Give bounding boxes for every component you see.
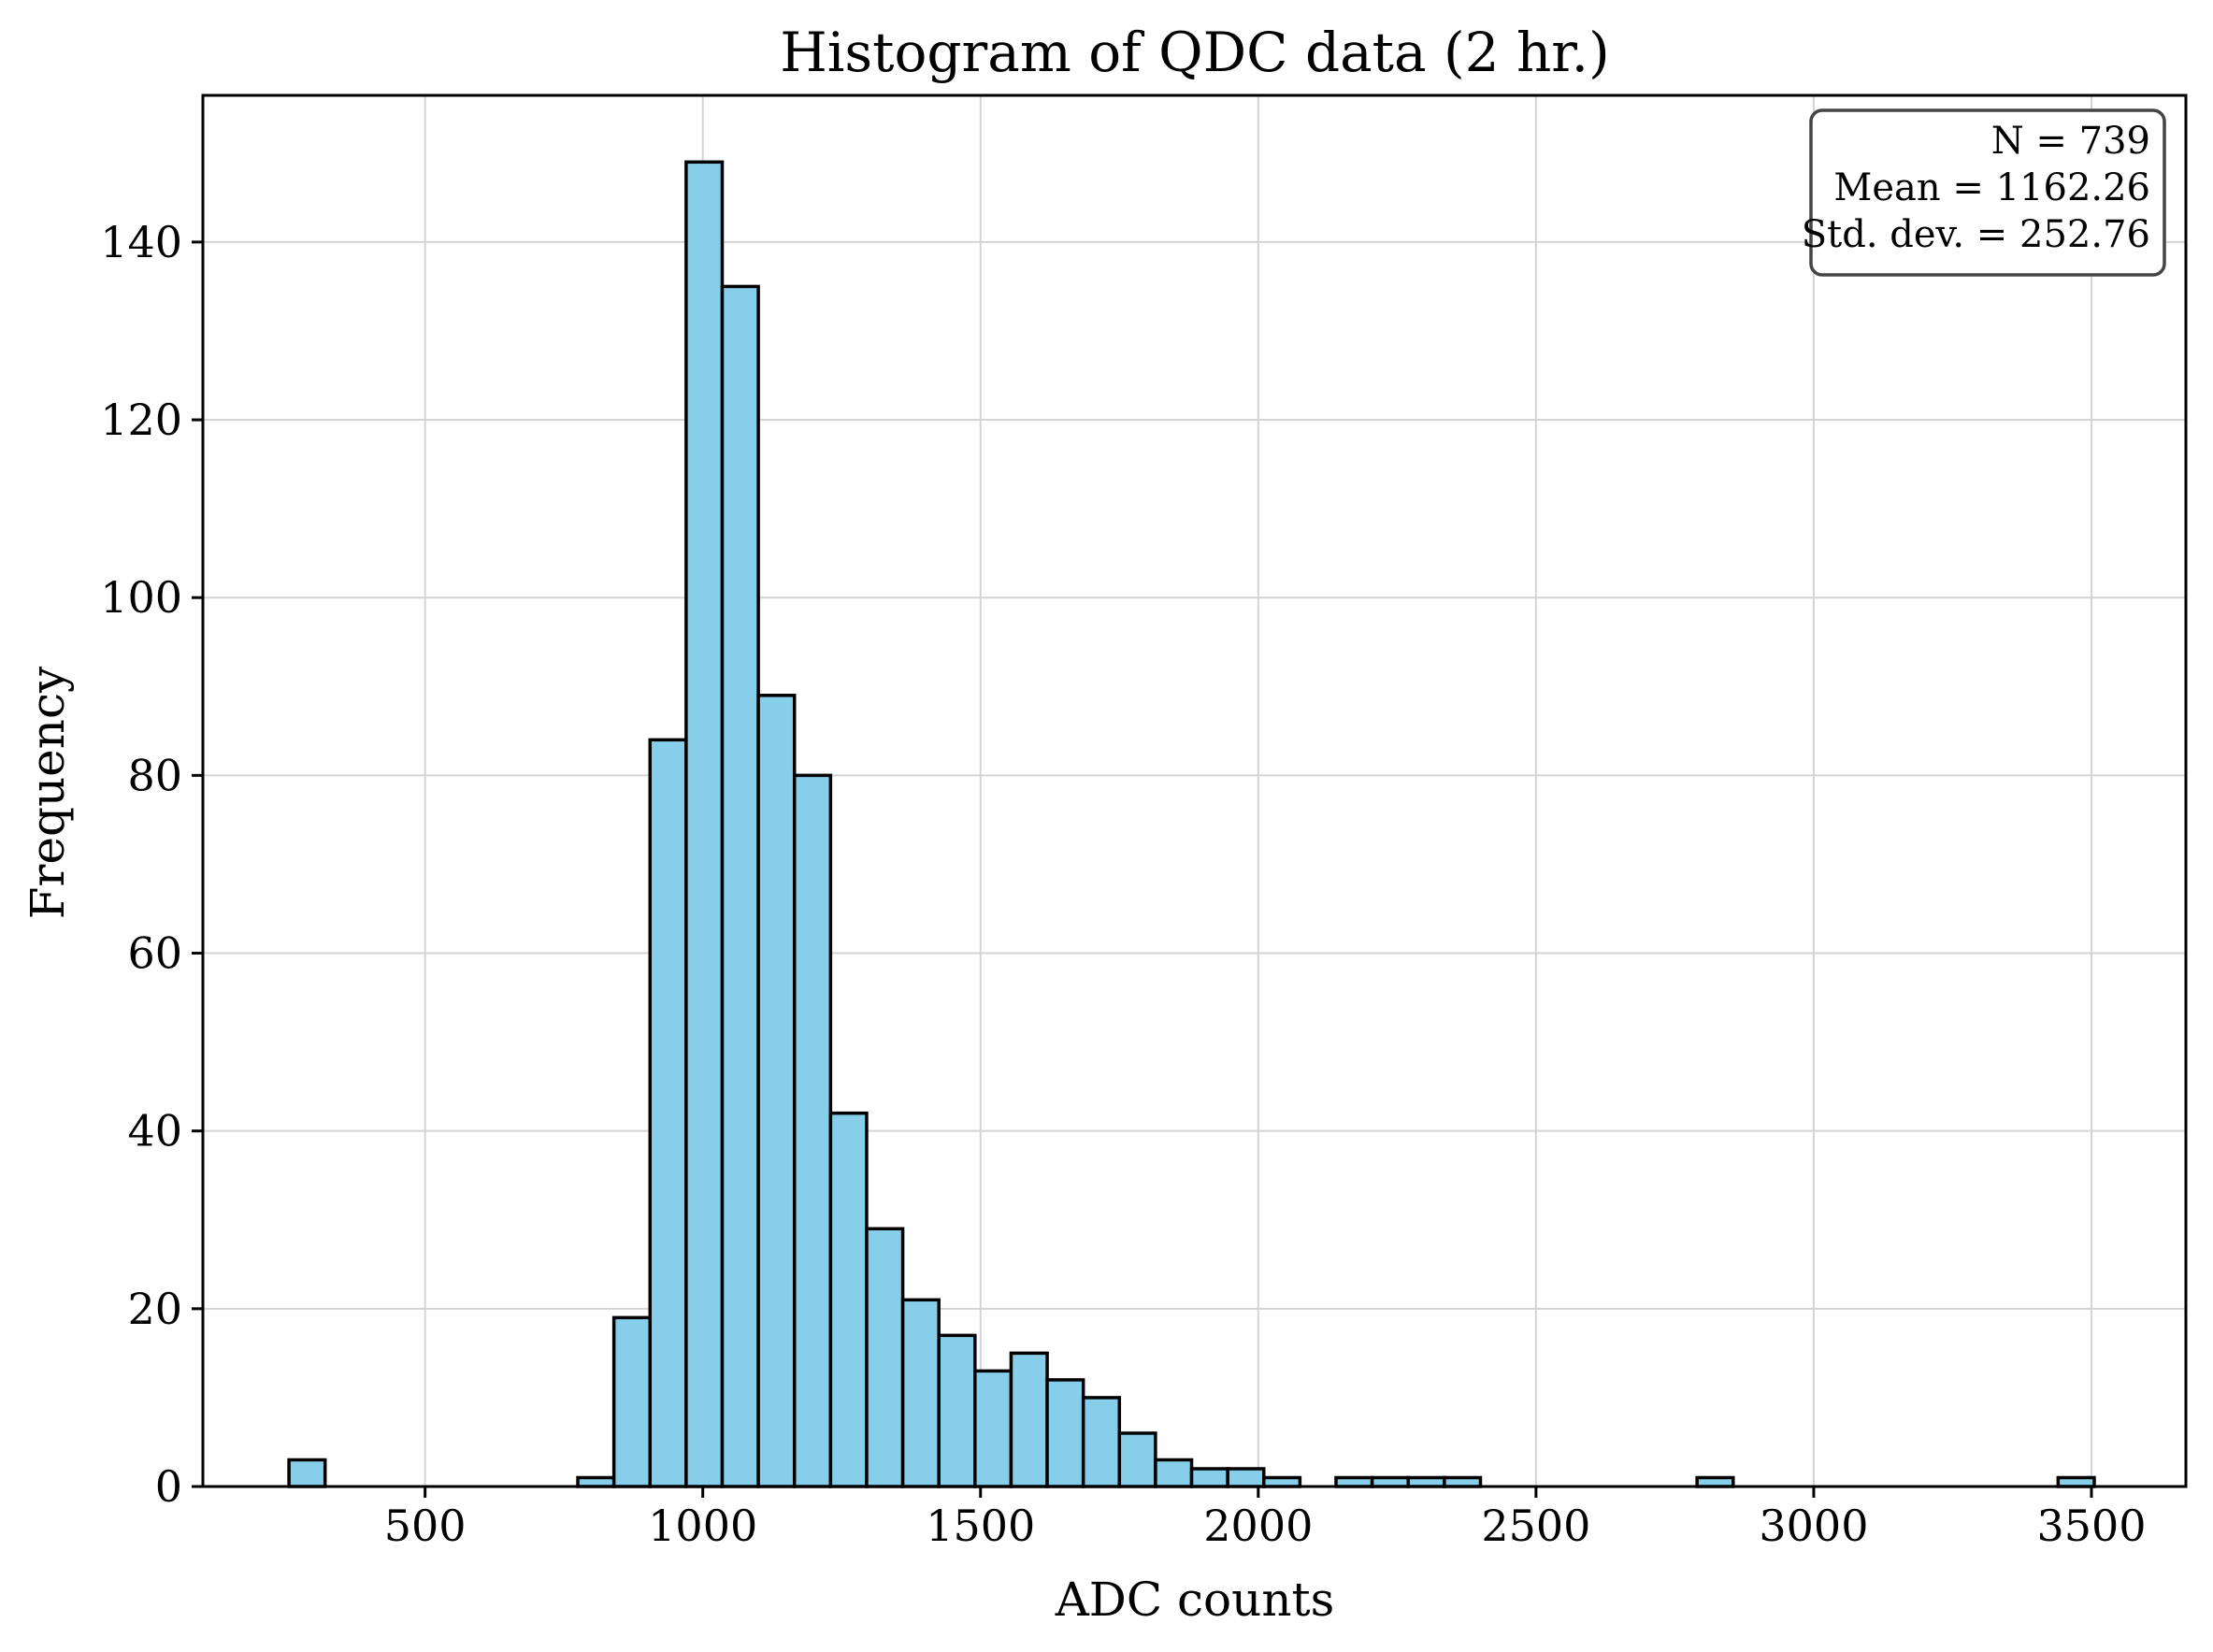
x-tick-label: 2000 — [1203, 1501, 1313, 1551]
histogram-bars — [287, 160, 2096, 1488]
stats-box-frame — [1809, 108, 2166, 277]
y-tick-label: 120 — [100, 395, 182, 445]
x-tick-label: 1500 — [926, 1501, 1035, 1551]
histogram-bar — [287, 1458, 327, 1488]
histogram-bar — [1081, 1396, 1122, 1488]
histogram-bar — [1226, 1467, 1266, 1488]
histogram-bar — [1009, 1351, 1049, 1488]
histogram-bar — [1189, 1467, 1229, 1488]
y-tick-label: 60 — [127, 928, 182, 979]
y-tick-label: 140 — [100, 217, 182, 267]
histogram-bar — [756, 694, 797, 1488]
histogram-bar — [648, 738, 688, 1488]
histogram-bar — [1154, 1458, 1194, 1488]
y-tick-label: 40 — [127, 1106, 182, 1156]
y-tick-label: 80 — [127, 750, 182, 800]
x-tick-label: 1000 — [648, 1501, 757, 1551]
chart-title: Histogram of QDC data (2 hr.) — [780, 21, 1609, 84]
x-tick-label: 3500 — [2036, 1501, 2146, 1551]
grid-lines — [203, 95, 2186, 1487]
plot-area-frame — [201, 93, 2188, 1488]
histogram-bar — [720, 284, 760, 1488]
histogram-bar — [973, 1369, 1013, 1488]
histogram-bar — [611, 1315, 653, 1488]
axis-ticks: 500 1000 1500 2000 2500 3000 3500 0 20 40 60 80 100 1… — [100, 217, 2146, 1551]
histogram-bar — [792, 773, 833, 1488]
histogram-bar — [828, 1111, 869, 1488]
stats-box: N = 739 Mean = 1162.26 Std. dev. = 252.7… — [1802, 108, 2166, 277]
y-tick-label: 0 — [155, 1461, 182, 1512]
stats-count: N = 739 — [1991, 120, 2150, 163]
stats-mean: Mean = 1162.26 — [1833, 166, 2150, 209]
histogram-bar — [1045, 1378, 1085, 1488]
y-tick-label: 100 — [100, 572, 182, 623]
histogram-bar — [900, 1298, 941, 1488]
histogram-bar — [1117, 1431, 1157, 1488]
y-axis-label: Frequency — [21, 666, 75, 919]
y-tick-label: 20 — [127, 1284, 182, 1334]
x-tick-label: 500 — [384, 1501, 467, 1551]
x-tick-label: 2500 — [1481, 1501, 1590, 1551]
histogram-bar — [937, 1333, 977, 1488]
x-axis-label: ADC counts — [1055, 1573, 1335, 1627]
x-tick-label: 3000 — [1759, 1501, 1868, 1551]
histogram-bar — [865, 1227, 905, 1488]
stats-std-dev: Std. dev. = 252.76 — [1802, 213, 2150, 256]
histogram-bar — [684, 160, 725, 1488]
